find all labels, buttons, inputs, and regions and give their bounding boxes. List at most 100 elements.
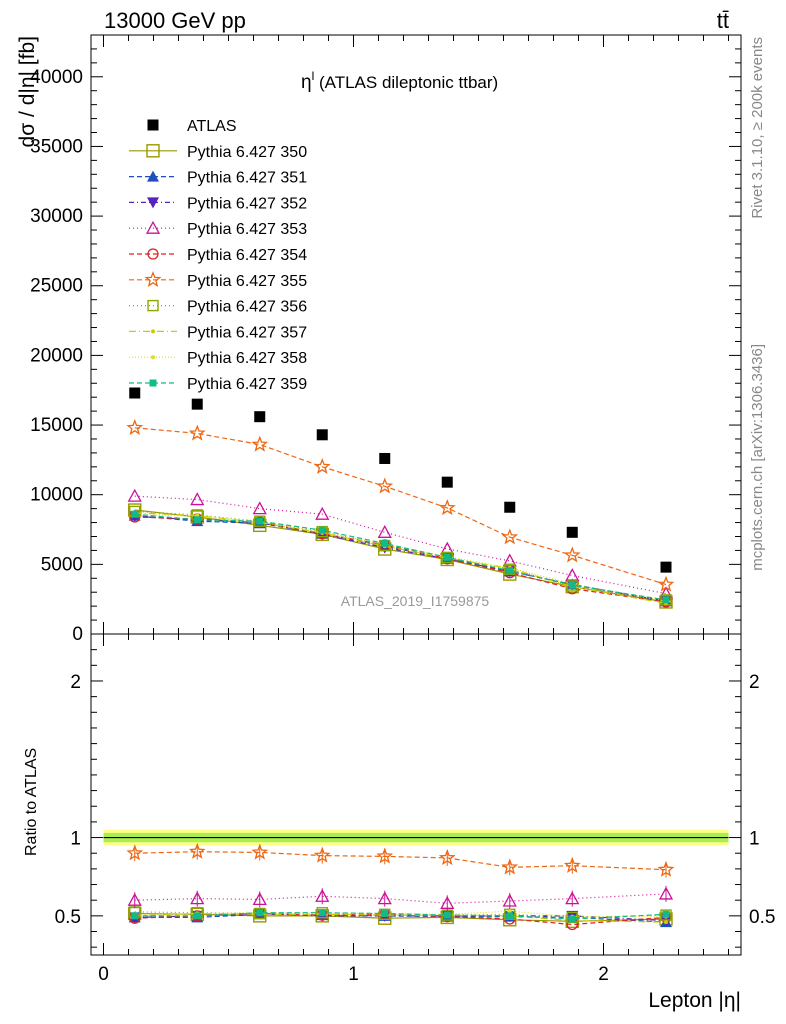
ratio-point-357 bbox=[664, 920, 668, 925]
main-point-355 bbox=[376, 477, 394, 494]
x-tick-label: 2 bbox=[598, 964, 609, 985]
legend-label-351: Pythia 6.427 351 bbox=[187, 170, 307, 187]
main-series-353 bbox=[127, 488, 674, 600]
main-point-ATLAS bbox=[441, 476, 453, 488]
ratio-point-359 bbox=[662, 910, 670, 918]
main-y-tick-label: 15000 bbox=[30, 415, 83, 436]
legend-entry-358: Pythia 6.427 358 bbox=[129, 350, 307, 367]
main-y-tick-label: 30000 bbox=[30, 206, 83, 227]
ratio-point-359 bbox=[506, 912, 514, 920]
legend-label-ATLAS: ATLAS bbox=[187, 118, 237, 135]
legend-marker-359 bbox=[149, 379, 157, 387]
legend-entry-351: Pythia 6.427 351 bbox=[129, 170, 307, 187]
legend-label-357: Pythia 6.427 357 bbox=[187, 324, 307, 341]
legend-label-355: Pythia 6.427 355 bbox=[187, 273, 307, 290]
main-point-ATLAS bbox=[660, 561, 672, 573]
legend-marker-350 bbox=[146, 144, 160, 158]
x-axis-label: Lepton |η| bbox=[648, 989, 741, 1012]
legend-marker-352 bbox=[147, 197, 159, 209]
ratio-line-356 bbox=[134, 911, 667, 919]
legend-entry-354: Pythia 6.427 354 bbox=[129, 247, 307, 264]
legend-label-359: Pythia 6.427 359 bbox=[187, 376, 307, 393]
main-y-tick-label: 40000 bbox=[30, 67, 83, 88]
legend-marker-353 bbox=[145, 220, 161, 234]
chart-title: ηl (ATLAS dileptonic ttbar) bbox=[301, 69, 498, 93]
ratio-line-357 bbox=[134, 912, 667, 923]
legend-marker-354 bbox=[147, 248, 159, 260]
main-point-359 bbox=[662, 596, 670, 604]
legend-entry-353: Pythia 6.427 353 bbox=[129, 220, 307, 238]
legend-marker-355 bbox=[144, 271, 162, 287]
main-line-353 bbox=[134, 495, 667, 595]
legend-label-354: Pythia 6.427 354 bbox=[187, 247, 307, 264]
main-y-tick-label: 35000 bbox=[30, 136, 83, 157]
ratio-y-axis-label: Ratio to ATLAS bbox=[23, 748, 40, 856]
ratio-point-356 bbox=[254, 907, 266, 920]
side-rivet-label: Rivet 3.1.10, ≥ 200k events bbox=[749, 37, 766, 219]
plot-backgrounds bbox=[91, 35, 741, 955]
legend-label-353: Pythia 6.427 353 bbox=[187, 221, 307, 238]
main-point-353 bbox=[190, 492, 205, 506]
chart-title-sup: l bbox=[312, 69, 315, 83]
main-point-359 bbox=[256, 517, 264, 525]
legend-entry-359: Pythia 6.427 359 bbox=[129, 376, 307, 393]
main-point-ATLAS bbox=[316, 429, 328, 441]
main-point-359 bbox=[131, 510, 139, 518]
ratio-point-359 bbox=[256, 909, 264, 917]
main-point-355 bbox=[313, 457, 331, 474]
legend-label-350: Pythia 6.427 350 bbox=[187, 144, 307, 161]
main-series-ATLAS bbox=[129, 387, 672, 573]
legend-entry-352: Pythia 6.427 352 bbox=[129, 195, 307, 212]
ratio-point-358 bbox=[507, 909, 512, 914]
main-y-tick-label: 10000 bbox=[30, 485, 83, 506]
data-marks bbox=[126, 387, 675, 931]
main-point-359 bbox=[381, 539, 389, 547]
main-y-tick-label: 20000 bbox=[30, 345, 83, 366]
ratio-y-tick-label: 1 bbox=[70, 829, 81, 850]
axes-frames bbox=[90, 34, 742, 956]
main-point-353 bbox=[377, 524, 392, 538]
legend-entry-357: Pythia 6.427 357 bbox=[129, 324, 307, 341]
main-point-359 bbox=[506, 567, 514, 575]
main-point-355 bbox=[563, 546, 581, 563]
main-series-359 bbox=[131, 510, 670, 604]
main-point-ATLAS bbox=[191, 398, 203, 410]
header-right: tt̄ bbox=[717, 8, 729, 33]
legend-marker-356 bbox=[147, 299, 159, 312]
ratio-y-tick-label: 2 bbox=[70, 672, 81, 693]
chart-title-rest: (ATLAS dileptonic ttbar) bbox=[314, 73, 498, 92]
main-plot-area bbox=[91, 35, 741, 634]
main-point-ATLAS bbox=[566, 526, 578, 538]
main-point-355 bbox=[438, 499, 456, 516]
ratio-y-tick-label-right: 0.5 bbox=[749, 907, 775, 928]
main-point-355 bbox=[251, 435, 269, 452]
ratio-point-359 bbox=[193, 912, 201, 920]
main-y-tick-label: 0 bbox=[72, 624, 83, 645]
ratio-point-359 bbox=[318, 909, 326, 917]
main-point-353 bbox=[315, 506, 330, 520]
main-y-tick-label: 25000 bbox=[30, 276, 83, 297]
text-labels: 0 5000 10000 15000 20000 25000 30000 35000 40000… bbox=[16, 8, 775, 1012]
main-point-359 bbox=[193, 516, 201, 524]
x-tick-label: 1 bbox=[348, 964, 359, 985]
legend-entry-350: Pythia 6.427 350 bbox=[129, 144, 307, 161]
legend-marker-357 bbox=[151, 329, 155, 334]
analysis-watermark: ATLAS_2019_I1759875 bbox=[341, 593, 490, 609]
ratio-point-359 bbox=[568, 915, 576, 923]
ratio-frame bbox=[90, 633, 742, 956]
legend-entry-ATLAS: ATLAS bbox=[147, 118, 237, 135]
main-point-359 bbox=[443, 553, 451, 561]
legend-label-356: Pythia 6.427 356 bbox=[187, 299, 307, 316]
ratio-series-359 bbox=[131, 909, 670, 923]
main-line-355 bbox=[134, 427, 667, 586]
main-point-353 bbox=[127, 488, 142, 502]
main-point-359 bbox=[568, 581, 576, 589]
main-point-359 bbox=[318, 526, 326, 534]
ratio-point-356 bbox=[660, 909, 672, 921]
main-point-355 bbox=[188, 424, 206, 441]
ratio-y-tick-label-right: 2 bbox=[749, 672, 760, 693]
legend-entry-356: Pythia 6.427 356 bbox=[129, 299, 307, 316]
legend-marker-ATLAS bbox=[147, 119, 159, 131]
main-point-ATLAS bbox=[504, 501, 516, 513]
